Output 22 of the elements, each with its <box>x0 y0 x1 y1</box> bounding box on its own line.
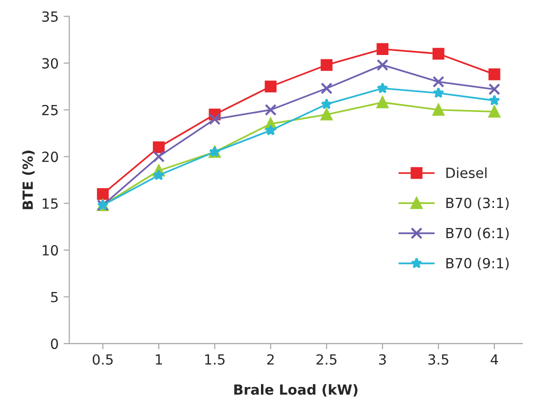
x-tick-label: 2 <box>267 354 274 365</box>
x-tick-label: 0.5 <box>92 354 113 365</box>
x-tick-label: 2.5 <box>316 354 336 365</box>
y-tick-label: 25 <box>42 104 58 116</box>
x-axis-title: Brale Load (kW) <box>234 384 358 396</box>
y-tick-label: 35 <box>42 11 58 22</box>
y-tick-label: 20 <box>42 152 58 162</box>
legend-label: B70 (3:1) <box>446 197 509 210</box>
y-tick-label: 30 <box>42 58 58 69</box>
x-tick-label: 3 <box>379 354 386 365</box>
y-tick-label: 10 <box>42 245 58 256</box>
x-tick-label: 1.5 <box>205 354 225 365</box>
legend-label: B70 (6:1) <box>446 228 509 240</box>
y-axis-title: BTE (%) <box>22 150 35 210</box>
y-tick-label: 15 <box>42 198 58 209</box>
y-tick-label: 5 <box>51 292 58 302</box>
x-tick-label: 3.5 <box>428 354 448 365</box>
x-tick-label: 4 <box>490 354 498 365</box>
y-tick-label: 0 <box>50 338 58 350</box>
x-tick-label: 1 <box>156 354 162 365</box>
legend-label: Diesel <box>446 167 486 178</box>
legend-label: B70 (9:1) <box>446 258 509 270</box>
